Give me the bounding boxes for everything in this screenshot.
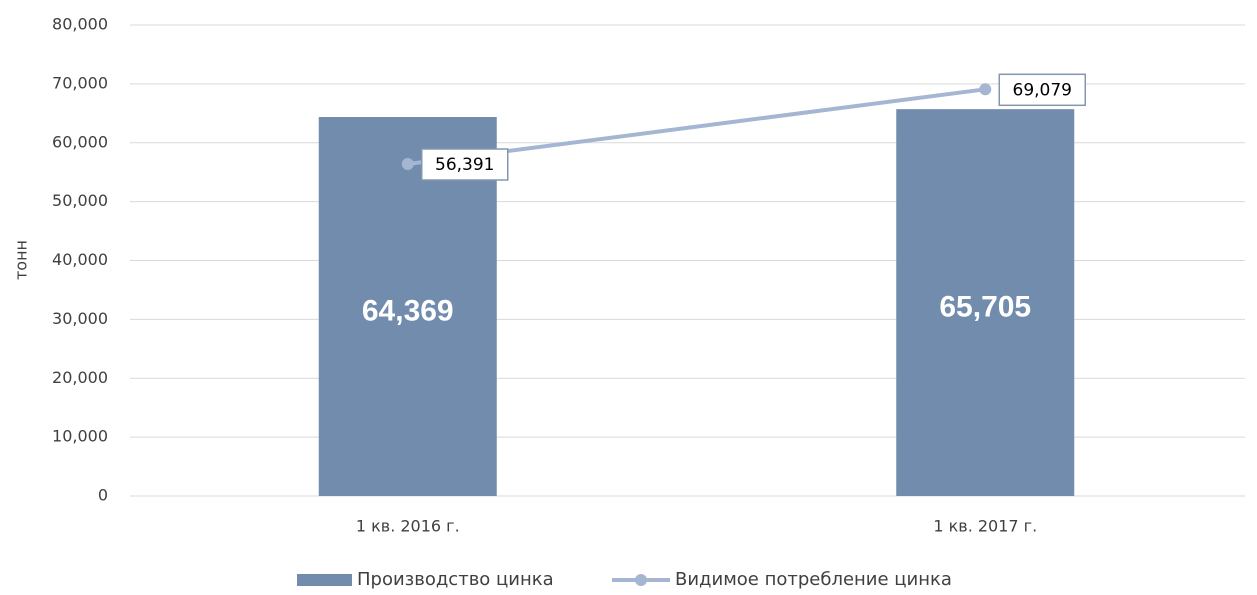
y-tick-label: 0 xyxy=(98,486,108,505)
legend-swatch xyxy=(297,574,352,586)
data-label-box xyxy=(998,73,1086,107)
line-point xyxy=(979,83,992,96)
y-tick-label: 30,000 xyxy=(52,309,108,328)
legend-swatch-point xyxy=(635,574,647,586)
legend-label: Видимое потребление цинка xyxy=(675,569,952,590)
y-tick-label: 50,000 xyxy=(52,191,108,210)
bar-value-label: 64,369 xyxy=(362,294,454,327)
y-tick-label: 40,000 xyxy=(52,250,108,269)
y-tick-label: 80,000 xyxy=(52,15,108,34)
line-value-label: 56,391 xyxy=(435,155,494,175)
bar xyxy=(896,109,1075,497)
bar-value-label: 65,705 xyxy=(939,291,1031,324)
y-tick-label: 20,000 xyxy=(52,368,108,387)
legend-label: Производство цинка xyxy=(357,569,554,590)
x-tick-label: 1 кв. 2017 г. xyxy=(933,517,1037,536)
line-point xyxy=(401,157,414,170)
y-tick-label: 10,000 xyxy=(52,427,108,446)
x-tick-label: 1 кв. 2016 г. xyxy=(356,517,460,536)
line-value-label: 69,079 xyxy=(1013,80,1072,100)
y-axis-label: тонн xyxy=(12,240,31,280)
data-label-box xyxy=(421,148,509,181)
y-tick-label: 70,000 xyxy=(52,73,108,92)
y-tick-label: 60,000 xyxy=(52,132,108,151)
